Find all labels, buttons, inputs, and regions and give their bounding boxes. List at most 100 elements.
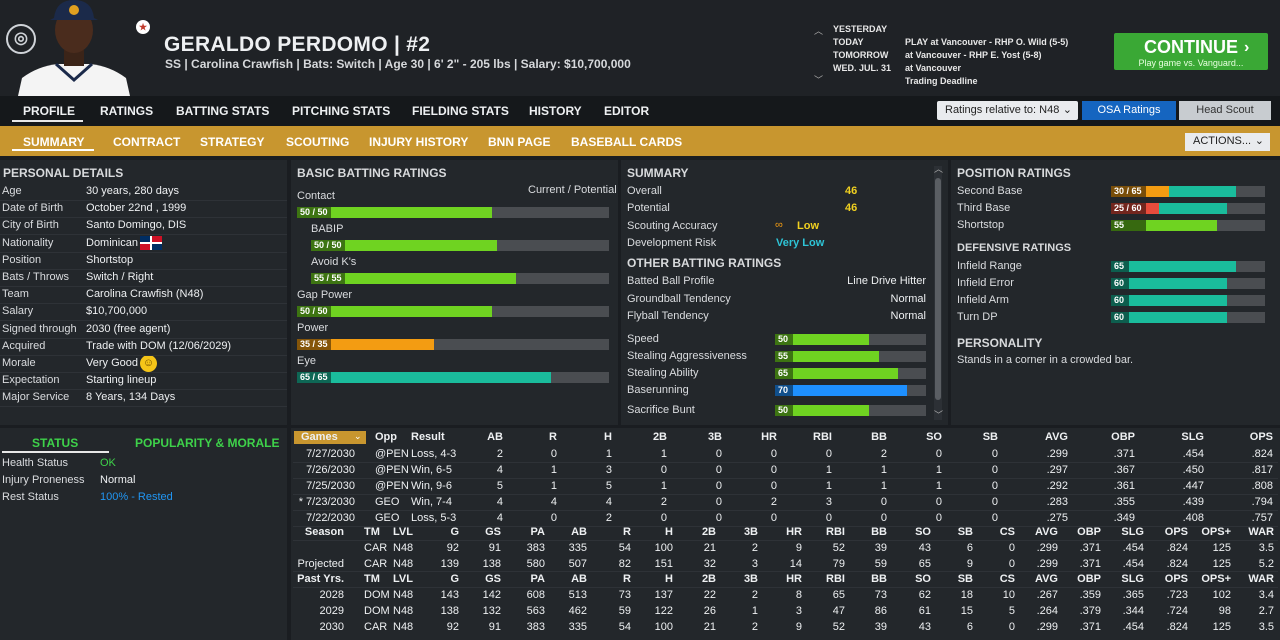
subtab-strategy[interactable]: STRATEGY xyxy=(200,135,265,149)
games-cell: 4 xyxy=(496,496,503,508)
osa-ratings-button[interactable]: OSA Ratings xyxy=(1082,101,1176,120)
subtab-summary[interactable]: SUMMARY xyxy=(23,135,85,149)
season-cell: .299 xyxy=(1036,558,1058,570)
season-cell: .454 xyxy=(1122,558,1144,570)
rating-bar-fill xyxy=(297,306,492,317)
season-cell: 0 xyxy=(1008,621,1015,633)
season-cell: 86 xyxy=(874,605,887,617)
tab-pitching-stats[interactable]: PITCHING STATS xyxy=(292,104,391,118)
defensive-label: Infield Error xyxy=(957,277,1014,289)
rating-bar-fill xyxy=(1111,312,1227,323)
games-cell: 0 xyxy=(770,480,777,492)
games-header-cell: AVG xyxy=(1044,431,1068,443)
season-cell: N48 xyxy=(393,542,414,554)
rating-number-bg xyxy=(297,339,331,350)
detail-label: Expectation xyxy=(2,374,60,387)
games-cell: Win, 7-4 xyxy=(411,496,452,508)
subtab-scouting[interactable]: SCOUTING xyxy=(286,135,350,149)
season-cell: 59 xyxy=(874,558,887,570)
season-cell: 62 xyxy=(918,589,931,601)
row-divider xyxy=(293,510,1278,511)
season-cell: 139 xyxy=(440,558,459,570)
position-ratings-title: POSITION RATINGS xyxy=(957,166,1071,180)
actions-label: ACTIONS... xyxy=(1193,135,1252,147)
season-cell: .724 xyxy=(1166,605,1188,617)
calendar-down-icon[interactable]: ﹀ xyxy=(814,75,824,85)
games-header-cell: 3B xyxy=(707,431,722,443)
detail-value: Carolina Crawfish (N48) xyxy=(86,288,204,301)
season-cell: 91 xyxy=(488,542,501,554)
team-logo-icon[interactable]: ◎ xyxy=(6,24,36,54)
detail-label: Age xyxy=(2,185,22,197)
overall-label: Overall xyxy=(627,185,662,197)
games-cell: 0 xyxy=(770,448,777,460)
season-header-cell: AB xyxy=(571,573,587,585)
rating-bar-fill xyxy=(775,405,870,416)
games-cell: .355 xyxy=(1113,496,1135,508)
continue-button[interactable]: CONTINUE Play game vs. Vanguard... xyxy=(1114,33,1268,70)
season-cell: N48 xyxy=(393,605,414,617)
games-cell: .349 xyxy=(1113,512,1135,524)
rating-number-bg xyxy=(1111,203,1146,214)
games-cell: 0 xyxy=(715,448,722,460)
tab-status[interactable]: STATUS xyxy=(32,436,79,450)
season-cell: 2 xyxy=(751,621,758,633)
rating-bar-fill xyxy=(775,334,870,345)
subtab-injury-history[interactable]: INJURY HISTORY xyxy=(369,135,469,149)
season-header-cell: CS xyxy=(999,526,1015,538)
games-cell: 0 xyxy=(825,512,832,524)
season-cell: 143 xyxy=(440,589,459,601)
season-cell: .371 xyxy=(1079,621,1101,633)
subtab-baseball-cards[interactable]: BASEBALL CARDS xyxy=(571,135,683,149)
tab-editor[interactable]: EDITOR xyxy=(604,104,650,118)
season-cell: 26 xyxy=(703,605,716,617)
games-cell: .283 xyxy=(1046,496,1068,508)
games-cell: 0 xyxy=(935,512,942,524)
season-header-cell: CS xyxy=(999,573,1015,585)
tab-fielding-stats[interactable]: FIELDING STATS xyxy=(412,104,509,118)
rating-number-bg xyxy=(311,273,345,284)
season-cell: 125 xyxy=(1212,558,1231,570)
season-header-cell: SO xyxy=(915,573,931,585)
games-cell: .447 xyxy=(1182,480,1204,492)
calendar-event[interactable]: PLAY at Vancouver - RHP O. Wild (5-5) xyxy=(905,37,1069,47)
rating-bar-fill xyxy=(775,368,898,379)
status-label: Rest Status xyxy=(2,491,59,503)
ratings-relative-select[interactable]: Ratings relative to: N48 ⌄ xyxy=(937,101,1078,120)
games-header-select[interactable] xyxy=(294,431,366,444)
games-cell: * 7/23/2030 xyxy=(298,496,355,508)
head-scout-button[interactable]: Head Scout xyxy=(1179,101,1271,120)
season-cell: .371 xyxy=(1079,542,1101,554)
row-divider xyxy=(0,372,287,373)
season-cell: .371 xyxy=(1079,558,1101,570)
tab-popularity-morale[interactable]: POPULARITY & MORALE xyxy=(135,436,280,450)
subtab-bnn-page[interactable]: BNN PAGE xyxy=(488,135,551,149)
games-cell: 7/25/2030 xyxy=(306,480,355,492)
games-cell: 0 xyxy=(550,448,557,460)
detail-label: City of Birth xyxy=(2,219,59,232)
season-cell: .824 xyxy=(1166,621,1188,633)
tab-history[interactable]: HISTORY xyxy=(529,104,582,118)
calendar-up-icon[interactable]: ︿ xyxy=(814,26,824,36)
games-cell: .367 xyxy=(1113,464,1135,476)
scroll-down-icon[interactable]: ﹀ xyxy=(934,410,944,420)
season-cell: 52 xyxy=(832,621,845,633)
games-cell: .292 xyxy=(1046,480,1068,492)
summary-scrollbar-thumb[interactable] xyxy=(935,178,941,400)
status-label: Health Status xyxy=(2,457,69,469)
tab-ratings[interactable]: RATINGS xyxy=(100,104,154,118)
calendar-event[interactable]: at Vancouver xyxy=(905,63,962,73)
tab-profile[interactable]: PROFILE xyxy=(23,104,76,118)
rating-number: 55 xyxy=(1114,220,1125,230)
actions-dropdown[interactable]: ACTIONS... ⌄ xyxy=(1185,133,1270,151)
rating-number-bg xyxy=(297,207,331,218)
games-cell: .454 xyxy=(1182,448,1204,460)
scroll-up-icon[interactable]: ︿ xyxy=(934,164,944,174)
season-cell: 132 xyxy=(482,605,501,617)
subtab-contract[interactable]: CONTRACT xyxy=(113,135,181,149)
games-cell: .808 xyxy=(1251,480,1273,492)
tab-batting-stats[interactable]: BATTING STATS xyxy=(176,104,270,118)
rating-number-bg xyxy=(297,306,331,317)
calendar-event[interactable]: at Vancouver - RHP E. Yost (5-8) xyxy=(905,50,1042,60)
